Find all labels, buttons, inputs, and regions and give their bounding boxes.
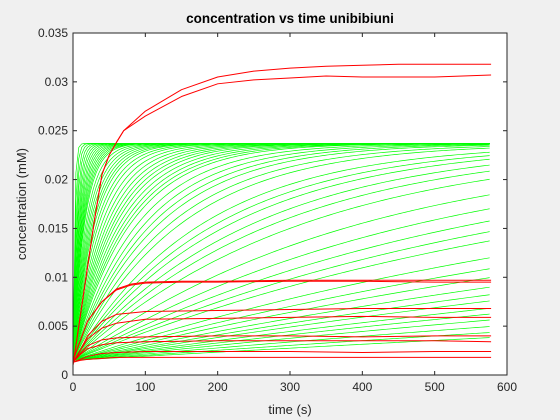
chart-title: concentration vs time unibibiuni (186, 11, 394, 26)
green-series-line-50 (72, 240, 490, 361)
green-series-line-46 (72, 194, 490, 361)
green-series-line-56 (72, 300, 490, 361)
green-series-line-45 (72, 178, 490, 361)
y-tick-label-7: 0.035 (38, 26, 68, 40)
x-tick-label-3: 300 (280, 380, 300, 394)
green-series-line-55 (72, 294, 490, 361)
green-series-line-54 (72, 286, 490, 361)
green-series-line-61 (72, 332, 490, 361)
green-series-line-39 (72, 147, 490, 361)
x-tick-label-1: 100 (135, 380, 155, 394)
red-series-line-9 (72, 356, 492, 363)
y-tick-label-0: 0 (61, 368, 68, 382)
green-series-line-44 (72, 170, 490, 361)
x-tick-label-6: 600 (497, 380, 517, 394)
red-series-line-3 (72, 280, 492, 361)
y-tick-label-3: 0.015 (38, 221, 68, 235)
y-tick-label-2: 0.01 (45, 270, 69, 284)
green-series-line-53 (72, 277, 490, 361)
ticks-group: 0 100 200 300 400 500 600 0 0.005 0.01 0.015 0.02 0.… (38, 26, 517, 394)
red-series-line-6 (72, 335, 492, 363)
red-series-group (72, 63, 492, 366)
green-series-line-37 (72, 144, 490, 361)
red-series-line-5 (72, 315, 492, 363)
y-tick-label-6: 0.03 (45, 75, 69, 89)
x-tick-label-2: 200 (208, 380, 228, 394)
green-series-line-51 (72, 257, 490, 361)
green-series-line-43 (72, 164, 490, 361)
green-series-line-36 (72, 144, 490, 361)
x-axis-label: time (s) (268, 402, 311, 417)
red-series-line-1 (72, 74, 492, 366)
x-tick-label-5: 500 (425, 380, 445, 394)
x-tick-label-0: 0 (70, 380, 77, 394)
red-series-line-8 (72, 351, 492, 363)
y-tick-label-5: 0.025 (38, 124, 68, 138)
green-series-line-38 (72, 146, 490, 361)
green-series-line-40 (72, 151, 490, 361)
green-series-group (72, 143, 490, 361)
y-tick-label-1: 0.005 (38, 319, 68, 333)
green-series-line-34 (72, 143, 490, 361)
green-series-line-60 (72, 326, 490, 361)
x-tick-label-4: 400 (352, 380, 372, 394)
green-series-line-35 (72, 143, 490, 361)
axes-background (73, 33, 507, 375)
red-series-line-7 (72, 340, 492, 363)
green-series-line-47 (72, 208, 490, 361)
green-series-line-57 (72, 307, 490, 361)
y-axis-label: concentration (mM) (14, 148, 29, 260)
green-series-line-48 (72, 220, 490, 361)
y-tick-label-4: 0.02 (45, 173, 69, 187)
green-series-line-33 (72, 143, 490, 361)
red-series-line-4 (72, 308, 492, 363)
green-series-line-59 (72, 319, 490, 361)
green-series-line-41 (72, 155, 490, 361)
